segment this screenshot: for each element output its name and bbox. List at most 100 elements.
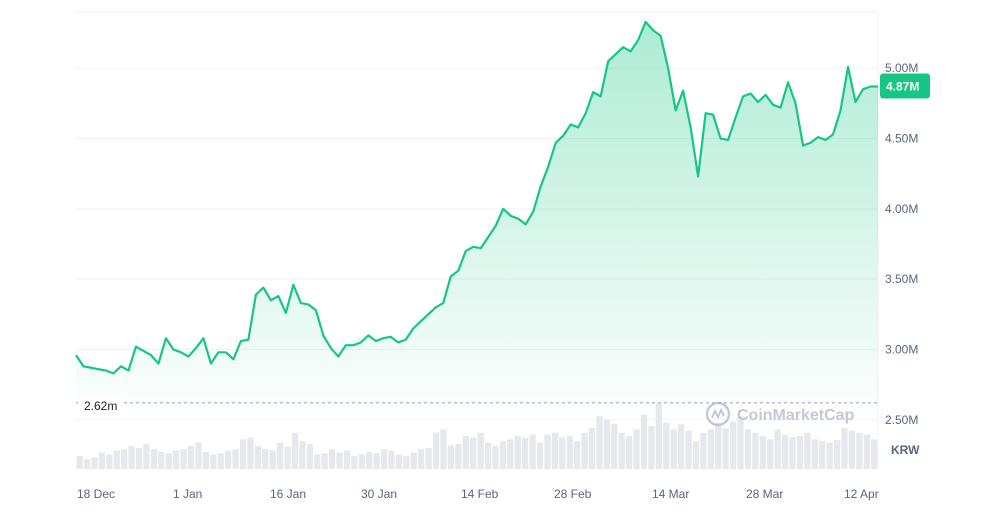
volume-bar [774, 429, 781, 469]
volume-bar [678, 424, 685, 469]
volume-bar [180, 449, 187, 469]
volume-bar [685, 430, 692, 469]
volume-bar [403, 455, 410, 469]
volume-bar [306, 443, 313, 469]
volume-bar [781, 434, 789, 469]
volume-bar [343, 450, 351, 469]
volume-bar [462, 436, 469, 469]
volume-bar [871, 439, 878, 469]
volume-bar [432, 432, 440, 469]
current-price-text: 4.87M [886, 80, 919, 94]
volume-bar [633, 429, 640, 469]
volume-bar [106, 454, 113, 469]
volume-bar [507, 439, 514, 469]
volume-bar [655, 403, 662, 469]
volume-bar [566, 436, 573, 469]
volume-bar [715, 422, 722, 469]
volume-bar [455, 443, 462, 469]
volume-bar [121, 449, 128, 469]
y-tick-label: 5.00M [885, 61, 918, 75]
x-tick-label: 12 Apr [844, 487, 879, 501]
volume-bar [299, 441, 306, 469]
volume-bar [640, 414, 648, 469]
volume-bar [819, 441, 826, 469]
volume-bar [321, 453, 328, 469]
volume-bar [83, 459, 91, 469]
volume-bar [314, 454, 321, 469]
volume-bar [225, 450, 232, 469]
volume-bar [722, 428, 729, 469]
coinmarketcap-watermark: CoinMarketCap [705, 401, 855, 427]
volume-bar [581, 432, 588, 469]
volume-bar [358, 454, 365, 469]
volume-bar [559, 437, 566, 469]
volume-bar [217, 453, 224, 469]
volume-bar [328, 449, 336, 469]
volume-bar [247, 437, 254, 469]
volume-bar [418, 449, 425, 469]
price-line [75, 20, 878, 375]
volume-bar [98, 452, 106, 469]
volume-bar [425, 447, 432, 469]
y-tick-label: 3.50M [885, 272, 918, 286]
volume-bar [522, 437, 529, 469]
x-tick-label: 28 Mar [746, 487, 783, 501]
volume-bar [833, 439, 841, 469]
volume-bar [380, 449, 388, 469]
volume-bar [366, 451, 373, 469]
volume-bar [239, 439, 247, 469]
volume-bar [158, 451, 165, 469]
x-tick-label: 16 Jan [270, 487, 306, 501]
volume-bar [611, 424, 618, 469]
y-tick-label: 4.00M [885, 202, 918, 216]
volume-bar [262, 449, 269, 469]
x-tick-label: 1 Jan [173, 487, 202, 501]
volume-bar [514, 436, 521, 469]
volume-bar [447, 445, 455, 469]
volume-bar [863, 434, 870, 469]
volume-bar [759, 436, 766, 469]
x-axis: 18 Dec 1 Jan 16 Jan 30 Jan 14 Feb 28 Feb 14 Ma… [77, 487, 879, 501]
volume-bar [767, 439, 774, 469]
volume-bar [729, 421, 737, 469]
volume-bar [529, 434, 536, 469]
volume-bar [195, 442, 202, 469]
volume-bar [603, 419, 610, 469]
volume-bar [700, 432, 707, 469]
volume-bar [707, 429, 714, 469]
volume-bar [128, 445, 135, 469]
current-price-badge: 4.87M [880, 73, 930, 99]
volume-bar [841, 428, 848, 469]
volume-bar [856, 432, 863, 469]
volume-bar [744, 429, 752, 469]
volume-bar [202, 451, 209, 469]
volume-bars [76, 403, 878, 469]
volume-bar [492, 445, 499, 469]
currency-label: KRW [891, 443, 920, 457]
volume-bar [165, 453, 172, 469]
volume-bar [284, 446, 291, 469]
x-tick-label: 18 Dec [77, 487, 115, 501]
volume-bar [351, 455, 358, 469]
volume-bar [752, 432, 759, 469]
y-tick-label: 2.50M [885, 413, 918, 427]
volume-bar [670, 429, 677, 469]
volume-bar [626, 436, 633, 469]
volume-bar [470, 437, 477, 469]
volume-bar [113, 450, 120, 469]
volume-bar [210, 454, 217, 469]
x-tick-label: 30 Jan [361, 487, 397, 501]
volume-bar [143, 443, 150, 469]
volume-bar [618, 432, 625, 469]
price-area [76, 21, 878, 403]
y-axis: 2.50M 3.00M 3.50M 4.00M 4.50M 5.00M [885, 61, 918, 427]
min-value-label: 2.62m [78, 396, 124, 413]
volume-bar [826, 442, 833, 469]
volume-bar [173, 450, 180, 469]
volume-bar [440, 429, 447, 469]
volume-bar [536, 442, 544, 469]
volume-bar [499, 441, 507, 469]
volume-bar [410, 452, 417, 469]
volume-bar [796, 436, 804, 469]
